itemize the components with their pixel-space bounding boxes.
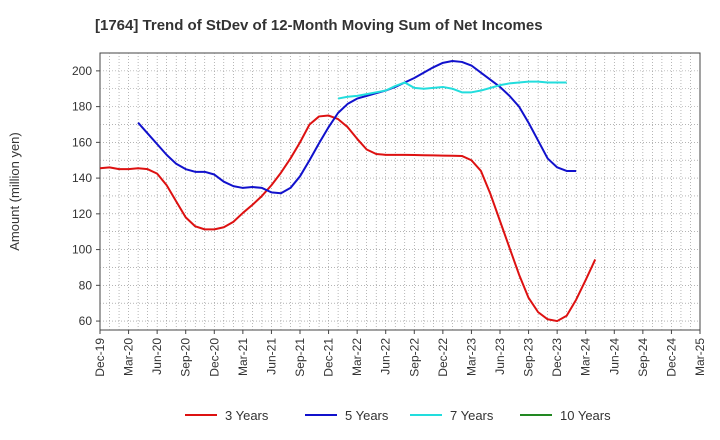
legend: 3 Years 5 Years 7 Years 10 Years <box>185 408 611 423</box>
x-tick-label: Dec-20 <box>207 338 221 377</box>
legend-label: 3 Years <box>225 408 269 423</box>
y-axis: 60 80 100 120 140 160 180 200 <box>72 64 100 328</box>
x-tick-label: Mar-24 <box>579 338 593 376</box>
x-tick-label: Sep-23 <box>522 338 536 377</box>
x-tick-label: Dec-22 <box>436 338 450 377</box>
y-tick-label: 180 <box>72 100 92 114</box>
x-tick-label: Jun-23 <box>493 338 507 375</box>
x-tick-label: Sep-22 <box>407 338 421 377</box>
legend-label: 5 Years <box>345 408 389 423</box>
y-tick-label: 60 <box>79 314 93 328</box>
grid-lines <box>100 53 700 330</box>
x-tick-label: Dec-24 <box>664 338 678 377</box>
x-tick-label: Mar-21 <box>236 338 250 376</box>
x-tick-label: Mar-20 <box>122 338 136 376</box>
x-tick-label: Mar-23 <box>464 338 478 376</box>
x-axis: Dec-19 Mar-20 Jun-20 Sep-20 Dec-20 Mar-21 Jun-… <box>93 330 707 377</box>
series-line-7-years <box>337 80 567 100</box>
chart-title: [1764] Trend of StDev of 12-Month Moving… <box>95 17 543 34</box>
x-tick-label: Jun-24 <box>607 338 621 375</box>
y-tick-label: 140 <box>72 171 92 185</box>
plot-area <box>99 52 701 331</box>
series-line-5-years <box>137 60 577 195</box>
x-tick-label: Dec-19 <box>93 338 107 377</box>
x-tick-label: Mar-25 <box>693 338 707 376</box>
y-tick-label: 160 <box>72 135 92 149</box>
legend-label: 7 Years <box>450 408 494 423</box>
y-axis-label: Amount (million yen) <box>7 132 22 251</box>
y-tick-label: 100 <box>72 243 92 257</box>
series-line-3-years <box>99 114 597 323</box>
x-tick-label: Dec-23 <box>550 338 564 377</box>
x-tick-label: Sep-20 <box>179 338 193 377</box>
x-tick-label: Jun-20 <box>150 338 164 375</box>
y-tick-label: 200 <box>72 64 92 78</box>
legend-label: 10 Years <box>560 408 611 423</box>
y-tick-label: 120 <box>72 207 92 221</box>
series-lines <box>99 60 597 323</box>
y-tick-label: 80 <box>79 278 93 292</box>
x-tick-label: Sep-21 <box>293 338 307 377</box>
x-tick-label: Dec-21 <box>322 338 336 377</box>
x-tick-label: Sep-24 <box>636 338 650 377</box>
x-tick-label: Jun-21 <box>264 338 278 375</box>
x-tick-label: Mar-22 <box>350 338 364 376</box>
x-tick-label: Jun-22 <box>379 338 393 375</box>
